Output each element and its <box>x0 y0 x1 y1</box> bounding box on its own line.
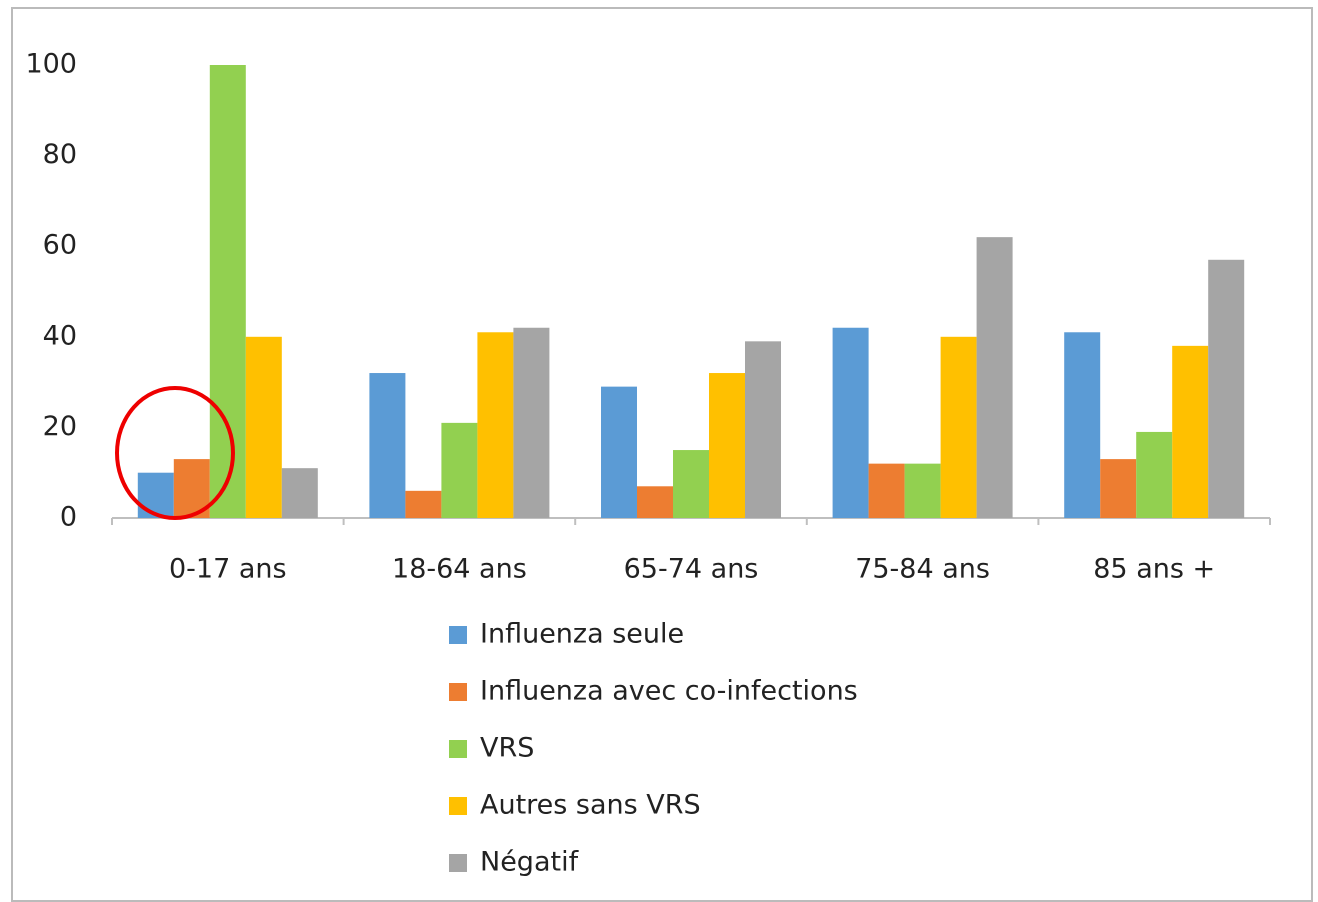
y-tick-label: 40 <box>43 320 77 351</box>
bar <box>637 486 673 518</box>
bar <box>477 332 514 518</box>
bar <box>940 336 977 518</box>
x-tick-label: 0-17 ans <box>169 554 287 585</box>
x-tick-label: 75-84 ans <box>855 554 990 585</box>
legend-swatch <box>449 683 467 701</box>
bar <box>513 327 550 518</box>
bar <box>832 327 869 518</box>
legend-swatch <box>449 740 467 758</box>
bar <box>976 237 1013 518</box>
bar <box>1100 459 1137 518</box>
bar <box>1064 332 1101 518</box>
y-tick-label: 0 <box>60 502 77 533</box>
legend-swatch <box>449 797 467 815</box>
y-tick-label: 80 <box>43 139 77 170</box>
x-tick-label: 85 ans + <box>1093 554 1215 585</box>
legend-label: Influenza avec co-infections <box>480 676 858 707</box>
bar <box>369 373 406 518</box>
bar <box>281 468 318 518</box>
bar <box>137 472 174 518</box>
y-tick-label: 60 <box>43 230 77 261</box>
bar <box>441 422 478 518</box>
bar <box>405 490 442 518</box>
bar <box>245 336 282 518</box>
bar <box>601 386 637 518</box>
legend-swatch <box>449 626 467 644</box>
y-tick-label: 100 <box>25 49 77 80</box>
legend-label: Négatif <box>480 847 580 878</box>
bar <box>709 373 745 518</box>
legend-label: Autres sans VRS <box>480 790 701 821</box>
bar <box>1172 345 1209 518</box>
bar <box>673 450 709 518</box>
bar <box>868 463 905 518</box>
x-tick-label: 65-74 ans <box>624 554 759 585</box>
plot: 0 20 40 60 80 100 0-17 ans 18-64 ans 65-74 ans 75… <box>25 49 1271 878</box>
legend-label: VRS <box>480 733 534 764</box>
frame <box>11 7 1313 902</box>
bar <box>1136 431 1173 518</box>
legend-label: Influenza seule <box>480 619 684 650</box>
highlight-ellipse <box>115 386 235 520</box>
y-tick-label: 20 <box>43 411 77 442</box>
bar <box>745 341 781 518</box>
x-tick-label: 18-64 ans <box>392 554 527 585</box>
bar <box>209 65 246 518</box>
legend-swatch <box>449 854 467 872</box>
bar <box>904 463 941 518</box>
bar <box>1208 259 1245 518</box>
